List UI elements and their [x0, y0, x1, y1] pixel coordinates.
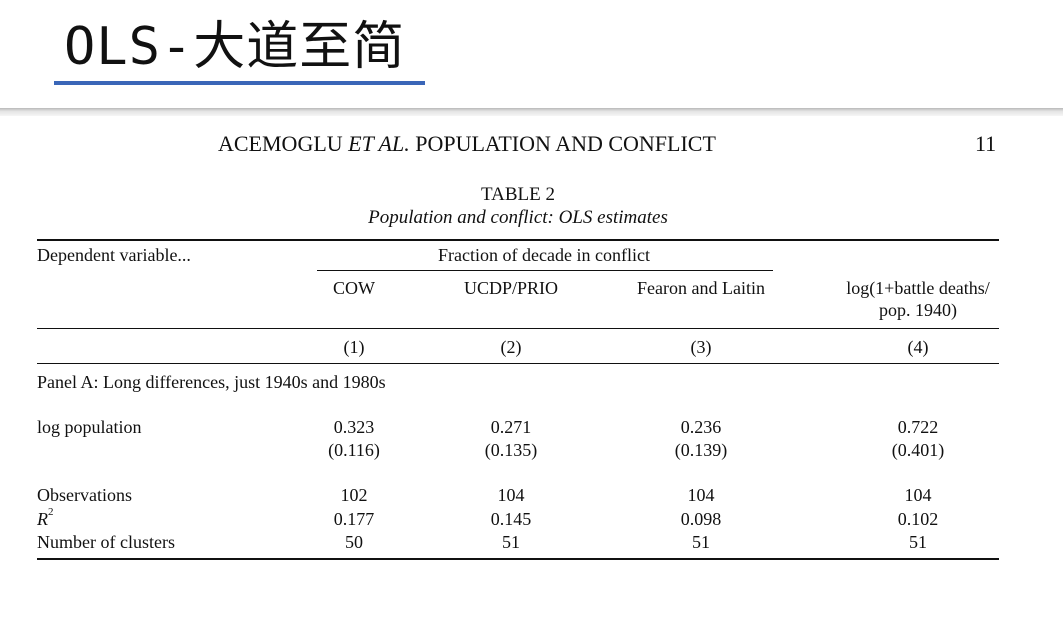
se-cell: (0.139) — [674, 440, 728, 460]
col-number-1: (1) — [343, 337, 365, 357]
r2-cell: 0.177 — [333, 509, 375, 529]
coef-cell: 0.236 — [680, 417, 722, 437]
running-head-authors: ACEMOGLU — [218, 131, 349, 156]
col-header-cow: COW — [333, 278, 375, 298]
slide-divider — [0, 108, 1063, 116]
running-head-title: POPULATION AND CONFLICT — [409, 131, 716, 156]
dep-var-label: Dependent variable... — [37, 245, 191, 265]
span-header: Fraction of decade in conflict — [438, 245, 650, 265]
se-cell: (0.116) — [328, 440, 380, 460]
col-number-4: (4) — [907, 337, 929, 357]
running-head-et-al: ET AL. — [348, 131, 410, 156]
col-number-3: (3) — [690, 337, 712, 357]
col-header-ucdp: UCDP/PRIO — [463, 278, 559, 298]
col-number-rule — [37, 363, 999, 364]
se-cell: (0.401) — [891, 440, 945, 460]
coef-cell: 0.271 — [490, 417, 532, 437]
clusters-cell: 51 — [692, 532, 710, 552]
row-label-log-population: log population — [37, 417, 142, 437]
se-cell: (0.135) — [484, 440, 538, 460]
row-label-clusters: Number of clusters — [37, 532, 175, 552]
running-head: ACEMOGLU ET AL. POPULATION AND CONFLICT — [218, 131, 716, 157]
page-number: 11 — [975, 131, 997, 156]
table-top-rule — [37, 239, 999, 241]
panel-label: Panel A: Long differences, just 1940s an… — [37, 372, 386, 392]
obs-cell: 104 — [904, 485, 932, 505]
col-header-battle-deaths-2: pop. 1940) — [879, 300, 957, 320]
r-squared-exponent: 2 — [48, 506, 54, 518]
coef-cell: 0.323 — [333, 417, 375, 437]
r2-cell: 0.102 — [897, 509, 939, 529]
obs-cell: 104 — [687, 485, 715, 505]
obs-cell: 102 — [340, 485, 368, 505]
r2-cell: 0.098 — [680, 509, 722, 529]
r-squared-symbol: R — [37, 509, 48, 529]
col-number-2: (2) — [500, 337, 522, 357]
table-caption: Population and conflict: OLS estimates — [368, 207, 668, 228]
clusters-cell: 51 — [502, 532, 520, 552]
slide-title: OLS-大道至简 — [64, 17, 406, 77]
col-header-fearon: Fearon and Laitin — [637, 278, 765, 298]
coef-cell: 0.722 — [897, 417, 939, 437]
obs-cell: 104 — [497, 485, 525, 505]
row-label-r-squared: R2 — [37, 506, 54, 530]
table-bottom-rule — [37, 558, 999, 560]
title-underline — [54, 81, 425, 85]
clusters-cell: 50 — [345, 532, 363, 552]
span-header-rule — [317, 270, 773, 271]
row-label-observations: Observations — [37, 485, 132, 505]
header-bottom-rule — [37, 328, 999, 329]
col-header-battle-deaths-1: log(1+battle deaths/ — [846, 278, 990, 298]
clusters-cell: 51 — [909, 532, 927, 552]
table-label: TABLE 2 — [481, 184, 555, 205]
r2-cell: 0.145 — [490, 509, 532, 529]
